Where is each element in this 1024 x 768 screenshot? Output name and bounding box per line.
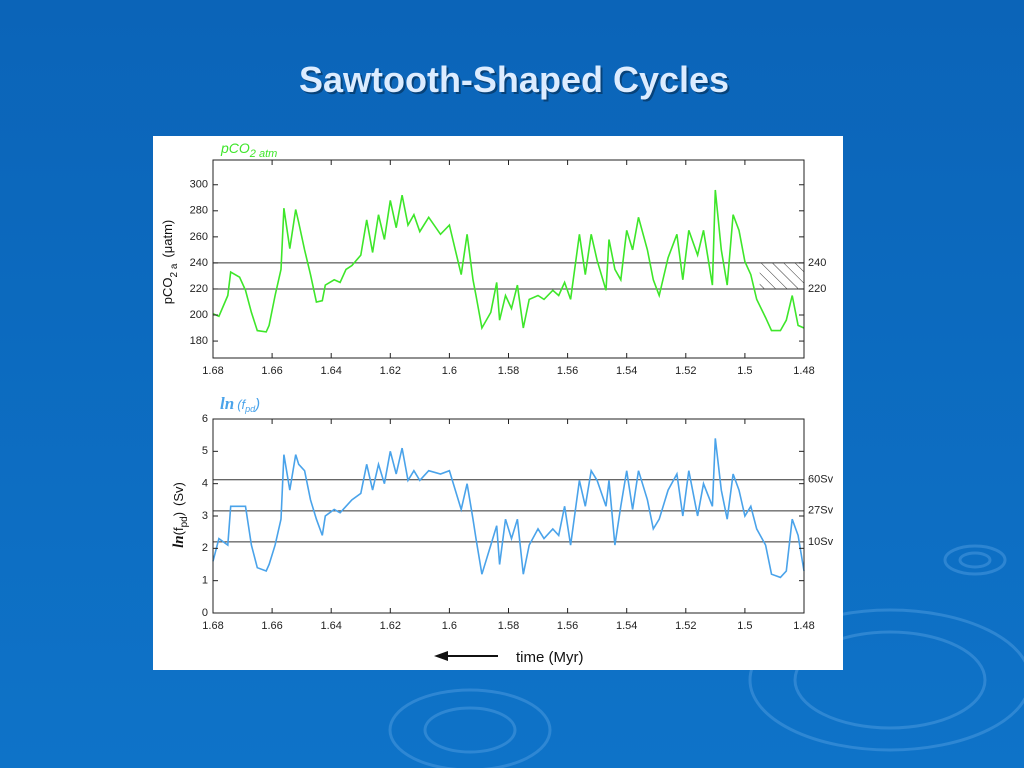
- x-tick-label: 1.64: [320, 365, 341, 377]
- y-tick-label: 180: [190, 335, 208, 347]
- reference-label: 240: [808, 257, 826, 269]
- x-tick-label: 1.48: [793, 365, 814, 377]
- y-tick-label: 5: [202, 445, 208, 457]
- y-tick-label: 300: [190, 179, 208, 191]
- y-tick-label: 280: [190, 205, 208, 217]
- x-tick-label: 1.52: [675, 365, 696, 377]
- x-tick-label: 1.56: [557, 365, 578, 377]
- y-axis-label: pCO2 a(μatm): [160, 220, 180, 304]
- title-shadow: Sawtooth-Shaped Cycles: [301, 61, 731, 102]
- y-tick-label: 2: [202, 542, 208, 554]
- x-tick-label: 1.64: [320, 620, 341, 632]
- y-tick-label: 1: [202, 575, 208, 587]
- x-tick-label: 1.68: [202, 365, 223, 377]
- hatched-region: [759, 262, 804, 289]
- x-tick-label: 1.56: [557, 620, 578, 632]
- arrow-head: [434, 651, 448, 661]
- y-tick-label: 220: [190, 283, 208, 295]
- x-tick-label: 1.58: [498, 620, 519, 632]
- x-tick-label: 1.6: [442, 620, 457, 632]
- x-tick-label: 1.62: [380, 365, 401, 377]
- y-tick-label: 240: [190, 257, 208, 269]
- x-tick-label: 1.52: [675, 620, 696, 632]
- x-tick-label: 1.54: [616, 365, 637, 377]
- x-tick-label: 1.5: [737, 365, 752, 377]
- y-tick-label: 200: [190, 309, 208, 321]
- x-tick-label: 1.48: [793, 620, 814, 632]
- x-tick-label: 1.58: [498, 365, 519, 377]
- reference-label: 27Sv: [808, 505, 834, 517]
- x-tick-label: 1.5: [737, 620, 752, 632]
- x-tick-label: 1.54: [616, 620, 637, 632]
- x-tick-label: 1.62: [380, 620, 401, 632]
- y-axis-label: ln(fpd)(Sv): [171, 482, 190, 548]
- reference-label: 220: [808, 283, 826, 295]
- x-tick-label: 1.6: [442, 365, 457, 377]
- ripples: [388, 544, 1024, 768]
- slide-title: Sawtooth-Shaped Cycles: [299, 59, 729, 100]
- data-line: [212, 438, 805, 579]
- x-tick-label: 1.68: [202, 620, 223, 632]
- x-tick-label: 1.66: [261, 365, 282, 377]
- reference-label: 10Sv: [808, 536, 834, 548]
- y-tick-label: 6: [202, 413, 208, 425]
- y-tick-label: 260: [190, 231, 208, 243]
- chart-title: pCO2 atm: [220, 140, 277, 160]
- y-tick-label: 4: [202, 478, 208, 490]
- x-tick-label: 1.66: [261, 620, 282, 632]
- y-tick-label: 3: [202, 510, 208, 522]
- data-line: [212, 189, 805, 333]
- figure-panel: [153, 136, 843, 670]
- x-axis-label: time (Myr): [516, 649, 584, 666]
- chart-title: ln (fpd): [220, 394, 260, 414]
- y-tick-label: 0: [202, 607, 208, 619]
- reference-label: 60Sv: [808, 474, 834, 486]
